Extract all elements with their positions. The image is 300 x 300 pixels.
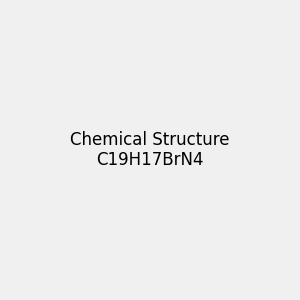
Text: Chemical Structure
C19H17BrN4: Chemical Structure C19H17BrN4 [70,130,230,170]
